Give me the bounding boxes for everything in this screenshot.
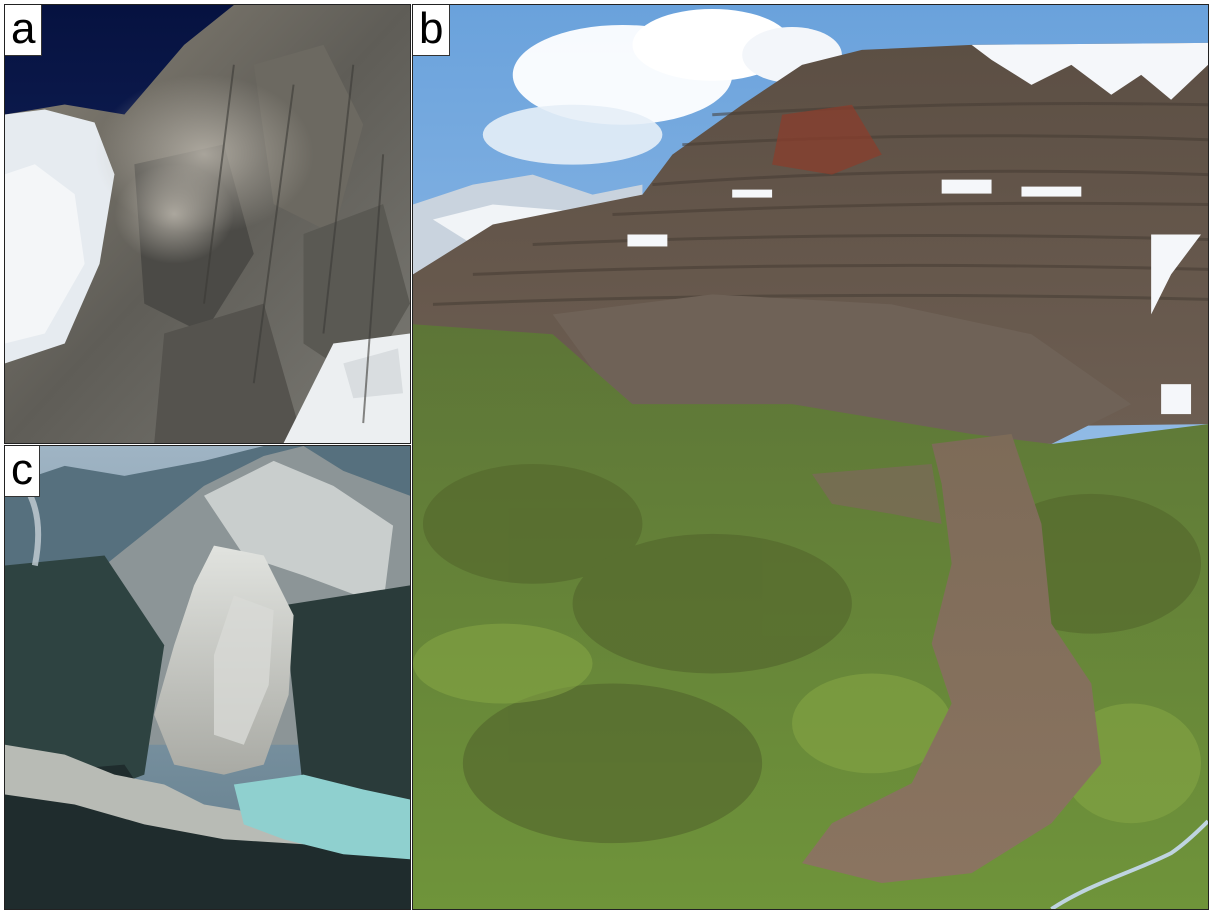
panel-c-label: c — [5, 446, 40, 497]
landslide-valley-photo-image — [5, 446, 410, 909]
panel-c-photo: c — [4, 445, 411, 910]
panel-b-label: b — [413, 5, 451, 56]
mountain-slope-photo-image — [413, 5, 1208, 909]
panel-a-photo: a — [4, 4, 411, 444]
panel-a-label: a — [5, 5, 43, 56]
panel-b-photo: b — [412, 4, 1209, 910]
rockfall-photo-image — [5, 5, 410, 443]
